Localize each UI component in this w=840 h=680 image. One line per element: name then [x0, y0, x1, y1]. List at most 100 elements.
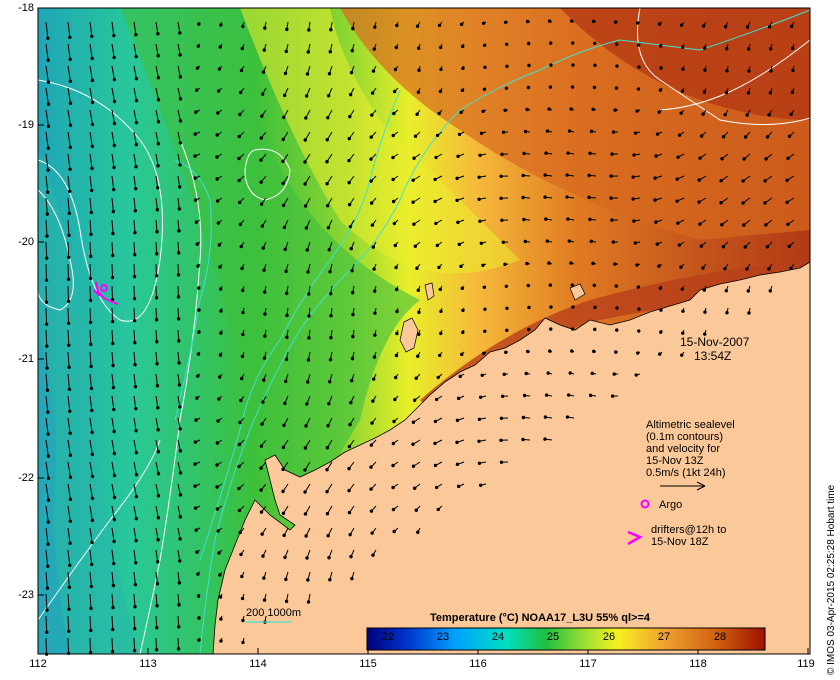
velocity-arrow — [177, 43, 181, 55]
velocity-arrow-head — [723, 113, 727, 117]
velocity-arrow-head — [284, 577, 288, 582]
velocity-arrow-head — [237, 156, 241, 161]
velocity-arrow-head — [702, 288, 706, 292]
velocity-arrow-head — [193, 198, 198, 202]
velocity-arrow-head — [569, 107, 573, 111]
velocity-arrow-head — [262, 356, 267, 360]
velocity-arrow-head — [241, 332, 245, 337]
velocity-arrow-head — [632, 219, 636, 223]
velocity-arrow-head — [588, 217, 592, 222]
velocity-arrow-head — [46, 190, 50, 194]
velocity-arrow-head — [156, 76, 161, 80]
velocity-arrow-head — [746, 289, 750, 293]
velocity-arrow-head — [263, 312, 267, 316]
velocity-arrow-head — [193, 154, 197, 158]
velocity-arrow — [89, 593, 92, 609]
velocity-arrow-head — [588, 393, 593, 398]
velocity-arrow-head — [46, 146, 51, 150]
velocity-arrow — [45, 395, 49, 413]
velocity-arrow-head — [477, 417, 482, 421]
velocity-arrow-head — [521, 415, 526, 420]
velocity-arrow — [177, 593, 180, 605]
velocity-arrow-head — [681, 331, 685, 335]
velocity-arrow-head — [549, 327, 553, 331]
velocity-arrow-head — [112, 561, 116, 566]
velocity-arrow-head — [325, 204, 330, 208]
velocity-arrow — [45, 219, 48, 237]
velocity-arrow-head — [767, 113, 771, 117]
velocity-arrow-head — [504, 86, 509, 90]
velocity-arrow-head — [348, 224, 353, 229]
velocity-arrow-head — [259, 466, 263, 470]
velocity-arrow-head — [132, 648, 137, 653]
velocity-arrow — [133, 637, 136, 651]
velocity-arrow-head — [566, 151, 570, 155]
velocity-arrow-head — [132, 318, 137, 323]
velocity-arrow-head — [155, 582, 160, 586]
velocity-arrow-head — [587, 195, 591, 200]
velocity-arrow-head — [90, 100, 95, 105]
velocity-arrow-head — [46, 476, 51, 480]
velocity-arrow-head — [67, 387, 72, 391]
velocity-arrow — [155, 219, 158, 232]
velocity-arrow-head — [89, 342, 93, 347]
velocity-arrow-head — [725, 69, 729, 73]
velocity-arrow-head — [133, 230, 137, 235]
drifter-legend-icon — [627, 530, 643, 546]
velocity-arrow-head — [303, 138, 307, 142]
velocity-arrow-head — [156, 54, 160, 58]
velocity-arrow-head — [411, 420, 416, 424]
velocity-arrow-head — [218, 287, 223, 291]
velocity-arrows — [44, 19, 795, 656]
velocity-arrow-head — [303, 468, 307, 472]
velocity-arrow — [111, 87, 115, 102]
velocity-arrow-head — [66, 299, 71, 303]
colorbar-tick-label: 27 — [657, 631, 671, 643]
velocity-arrow-head — [521, 195, 525, 200]
velocity-arrow-head — [307, 336, 311, 340]
velocity-arrow-head — [305, 248, 309, 252]
velocity-arrow-head — [45, 608, 49, 612]
velocity-arrow-head — [634, 373, 638, 377]
colorbar-tick-label: 23 — [436, 631, 450, 643]
lon-tick-label: 116 — [469, 658, 487, 670]
velocity-arrow-head — [433, 441, 437, 446]
velocity-arrow — [67, 285, 70, 302]
velocity-arrow-head — [304, 94, 309, 98]
velocity-arrow-head — [461, 66, 465, 71]
velocity-arrow-head — [196, 594, 201, 598]
velocity-arrow-head — [178, 97, 183, 101]
velocity-arrow-head — [460, 286, 464, 291]
velocity-arrow-head — [240, 46, 244, 51]
velocity-arrow-head — [372, 355, 377, 359]
velocity-arrow-head — [237, 134, 241, 139]
velocity-arrow-head — [112, 121, 117, 126]
velocity-arrow-head — [548, 349, 552, 353]
velocity-arrow-head — [456, 154, 460, 159]
velocity-arrow-head — [786, 222, 790, 227]
velocity-arrow-head — [461, 308, 465, 313]
velocity-arrow-head — [499, 416, 504, 420]
velocity-arrow — [89, 483, 93, 499]
velocity-arrow-head — [571, 327, 575, 331]
velocity-arrow-head — [238, 222, 243, 227]
velocity-arrow-head — [90, 34, 94, 39]
velocity-arrow-head — [392, 529, 396, 534]
velocity-arrow-head — [238, 530, 242, 535]
velocity-arrow-head — [370, 531, 374, 535]
velocity-arrow-head — [391, 507, 396, 512]
velocity-arrow-head — [325, 182, 329, 186]
velocity-arrow — [177, 373, 180, 385]
velocity-arrow-head — [588, 151, 592, 156]
velocity-arrow-head — [306, 50, 310, 54]
velocity-arrow-head — [548, 283, 552, 287]
velocity-arrow-head — [415, 24, 420, 28]
velocity-arrow-head — [391, 155, 395, 160]
velocity-arrow-head — [412, 398, 417, 402]
velocity-arrow — [67, 21, 71, 38]
velocity-arrow-head — [417, 332, 421, 336]
velocity-arrow-head — [787, 244, 792, 249]
velocity-arrow-head — [110, 297, 115, 302]
velocity-arrow-head — [524, 371, 528, 376]
velocity-arrow-head — [483, 307, 487, 311]
